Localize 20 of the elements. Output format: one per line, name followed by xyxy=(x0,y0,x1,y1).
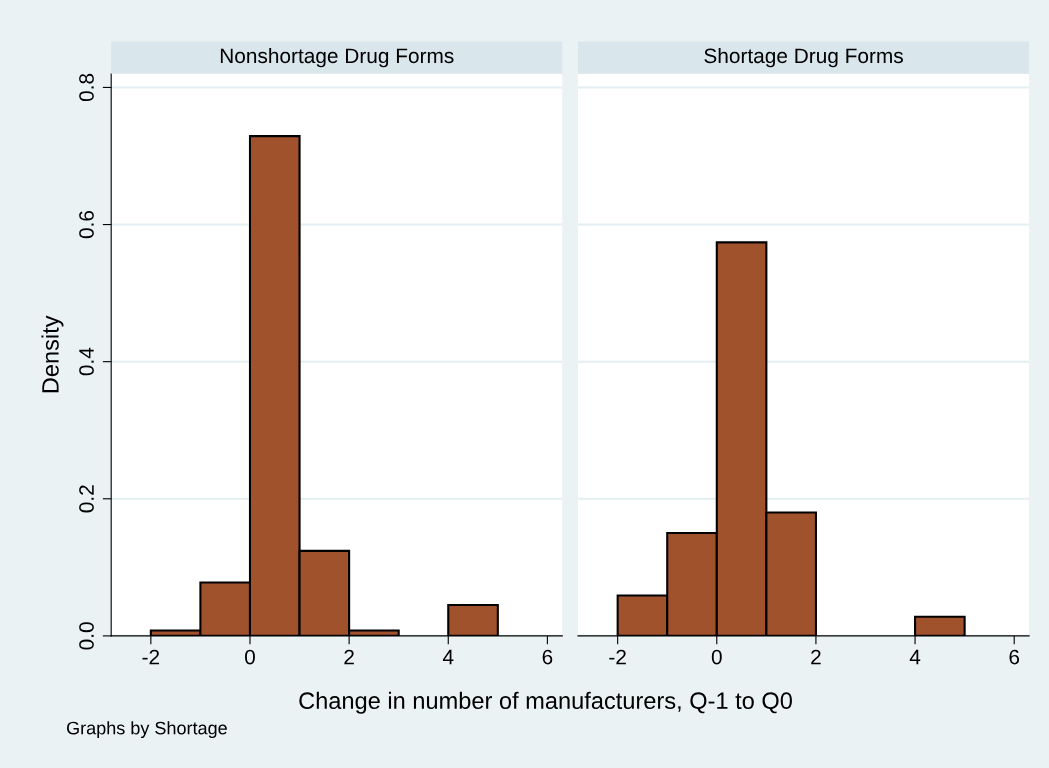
x-tick-label: 6 xyxy=(1009,649,1020,665)
text: Graphs by Shortage xyxy=(67,721,227,739)
x-tick-label: 2 xyxy=(811,649,821,665)
x-tick-label: 2 xyxy=(344,649,354,665)
x-tick-label: 6 xyxy=(542,649,553,665)
y-tick-label: 0.4 xyxy=(79,347,94,376)
x-tick-label: 4 xyxy=(442,649,454,665)
y-axis-title: Density xyxy=(41,315,64,393)
y-tick-label: 0.6 xyxy=(79,210,94,239)
chart-title: Nonshortage Drug Forms xyxy=(220,47,454,68)
y-tick-label: 0.2 xyxy=(79,485,94,513)
x-tick-label: 0 xyxy=(245,649,255,665)
y-tick-label: 0.0 xyxy=(79,622,94,650)
x-tick-label: 4 xyxy=(909,649,921,665)
x-tick-label: 0 xyxy=(711,649,722,665)
y-tick-label: 0.8 xyxy=(79,73,94,102)
chart-title: Shortage Drug Forms xyxy=(704,47,903,68)
x-tick-label: -2 xyxy=(142,649,160,665)
x-tick-label: -2 xyxy=(609,649,626,665)
x-axis-title: Change in number of manufacturers, Q-1 to Q0 xyxy=(299,691,792,714)
